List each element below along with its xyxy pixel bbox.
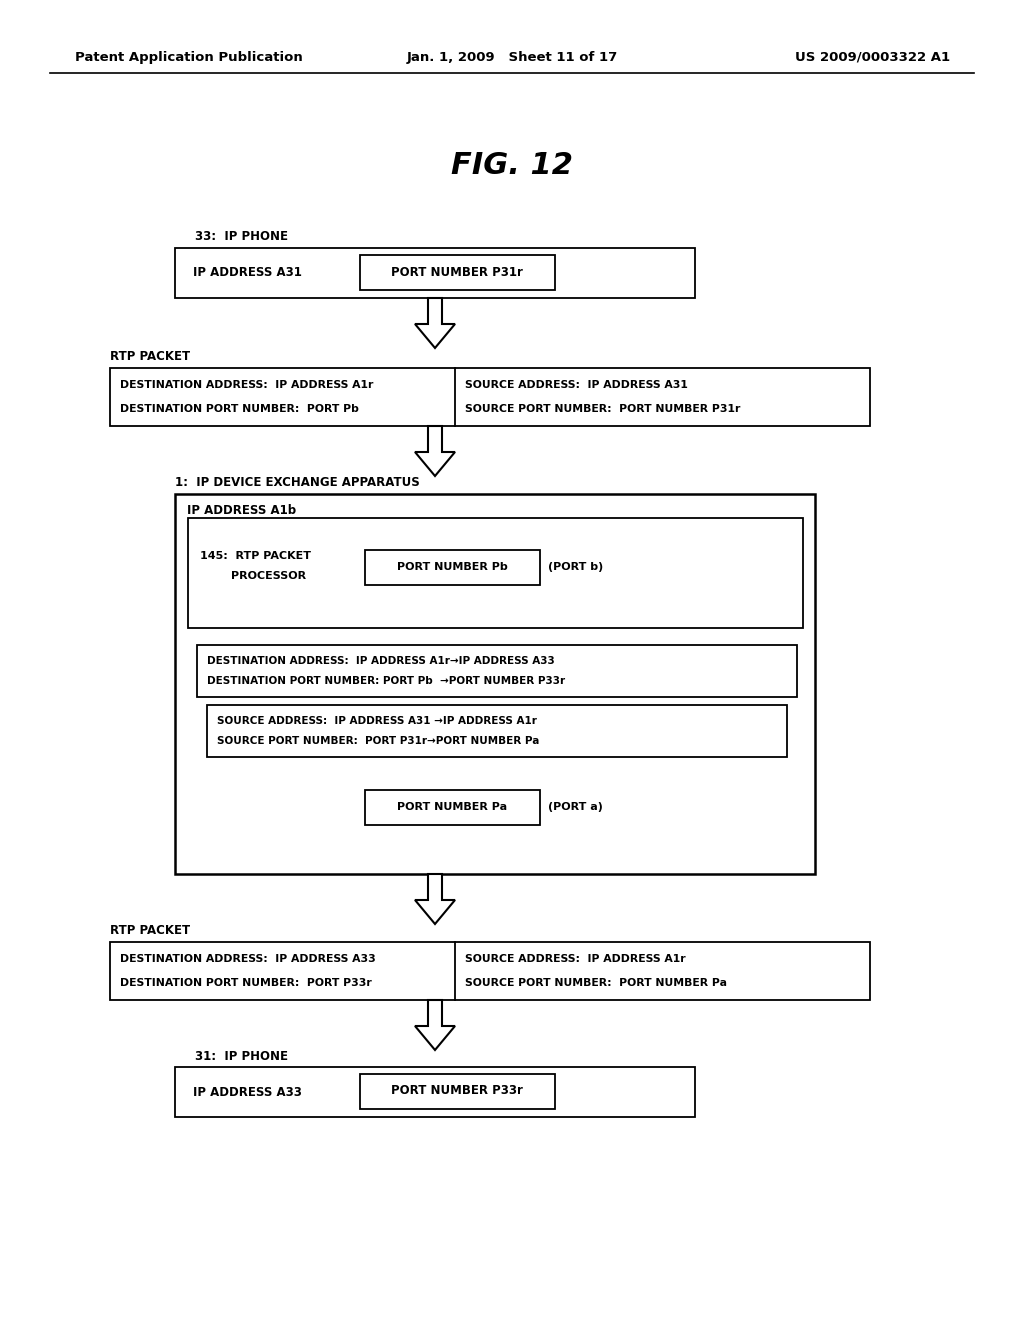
Text: PORT NUMBER Pa: PORT NUMBER Pa [397, 803, 507, 812]
Text: (PORT b): (PORT b) [548, 562, 603, 572]
Bar [365, 550, 540, 585]
Bar [360, 1074, 555, 1109]
Text: Jan. 1, 2009   Sheet 11 of 17: Jan. 1, 2009 Sheet 11 of 17 [407, 50, 617, 63]
Text: 33:  IP PHONE: 33: IP PHONE [195, 231, 288, 243]
Bar [175, 248, 695, 298]
Text: RTP PACKET: RTP PACKET [110, 924, 190, 936]
Bar [365, 789, 540, 825]
Text: RTP PACKET: RTP PACKET [110, 351, 190, 363]
Bar [197, 645, 797, 697]
Bar [188, 517, 803, 628]
Text: US 2009/0003322 A1: US 2009/0003322 A1 [795, 50, 950, 63]
Polygon shape [415, 426, 455, 477]
Text: 31:  IP PHONE: 31: IP PHONE [195, 1051, 288, 1064]
Bar [110, 368, 870, 426]
Bar [207, 705, 787, 756]
Text: DESTINATION ADDRESS:  IP ADDRESS A1r: DESTINATION ADDRESS: IP ADDRESS A1r [120, 380, 374, 389]
Bar [175, 494, 815, 874]
Text: PORT NUMBER Pb: PORT NUMBER Pb [396, 562, 507, 572]
Polygon shape [415, 874, 455, 924]
Text: SOURCE ADDRESS:  IP ADDRESS A31: SOURCE ADDRESS: IP ADDRESS A31 [465, 380, 688, 389]
Text: DESTINATION ADDRESS:  IP ADDRESS A33: DESTINATION ADDRESS: IP ADDRESS A33 [120, 954, 376, 964]
Text: IP ADDRESS A33: IP ADDRESS A33 [193, 1085, 302, 1098]
Text: SOURCE ADDRESS:  IP ADDRESS A31 →IP ADDRESS A1r: SOURCE ADDRESS: IP ADDRESS A31 →IP ADDRE… [217, 715, 537, 726]
Text: PROCESSOR: PROCESSOR [200, 572, 306, 581]
Text: PORT NUMBER P31r: PORT NUMBER P31r [391, 265, 523, 279]
Text: FIG. 12: FIG. 12 [451, 150, 573, 180]
Text: IP ADDRESS A1b: IP ADDRESS A1b [187, 504, 296, 517]
Text: 1:  IP DEVICE EXCHANGE APPARATUS: 1: IP DEVICE EXCHANGE APPARATUS [175, 477, 420, 490]
Text: DESTINATION PORT NUMBER: PORT Pb  →PORT NUMBER P33r: DESTINATION PORT NUMBER: PORT Pb →PORT N… [207, 676, 565, 686]
Polygon shape [415, 298, 455, 348]
Text: 145:  RTP PACKET: 145: RTP PACKET [200, 550, 311, 561]
Text: DESTINATION ADDRESS:  IP ADDRESS A1r→IP ADDRESS A33: DESTINATION ADDRESS: IP ADDRESS A1r→IP A… [207, 656, 555, 667]
Text: PORT NUMBER P33r: PORT NUMBER P33r [391, 1085, 523, 1097]
Text: DESTINATION PORT NUMBER:  PORT P33r: DESTINATION PORT NUMBER: PORT P33r [120, 978, 372, 987]
Text: DESTINATION PORT NUMBER:  PORT Pb: DESTINATION PORT NUMBER: PORT Pb [120, 404, 358, 414]
Bar [175, 1067, 695, 1117]
Text: SOURCE PORT NUMBER:  PORT P31r→PORT NUMBER Pa: SOURCE PORT NUMBER: PORT P31r→PORT NUMBE… [217, 737, 540, 746]
Polygon shape [415, 1001, 455, 1049]
Text: SOURCE PORT NUMBER:  PORT NUMBER P31r: SOURCE PORT NUMBER: PORT NUMBER P31r [465, 404, 740, 414]
Bar [110, 942, 870, 1001]
Text: SOURCE ADDRESS:  IP ADDRESS A1r: SOURCE ADDRESS: IP ADDRESS A1r [465, 954, 686, 964]
Text: SOURCE PORT NUMBER:  PORT NUMBER Pa: SOURCE PORT NUMBER: PORT NUMBER Pa [465, 978, 727, 987]
Bar [360, 255, 555, 290]
Text: Patent Application Publication: Patent Application Publication [75, 50, 303, 63]
Text: (PORT a): (PORT a) [548, 803, 603, 812]
Text: IP ADDRESS A31: IP ADDRESS A31 [193, 267, 302, 280]
